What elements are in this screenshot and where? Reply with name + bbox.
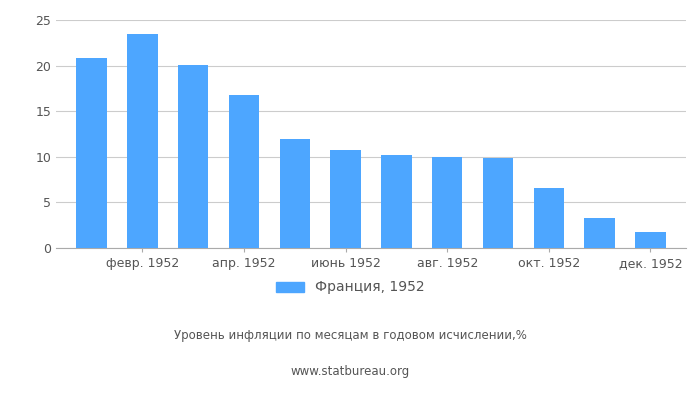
Bar bbox=[178, 65, 209, 248]
Legend: Франция, 1952: Франция, 1952 bbox=[270, 275, 430, 300]
Bar bbox=[635, 232, 666, 248]
Text: www.statbureau.org: www.statbureau.org bbox=[290, 366, 410, 378]
Bar bbox=[432, 157, 463, 248]
Bar bbox=[382, 155, 412, 248]
Bar bbox=[533, 188, 564, 248]
Bar bbox=[76, 58, 107, 248]
Text: Уровень инфляции по месяцам в годовом исчислении,%: Уровень инфляции по месяцам в годовом ис… bbox=[174, 330, 526, 342]
Bar bbox=[330, 150, 360, 248]
Bar bbox=[229, 95, 259, 248]
Bar bbox=[127, 34, 158, 248]
Bar bbox=[279, 140, 310, 248]
Bar bbox=[584, 218, 615, 248]
Bar bbox=[483, 158, 513, 248]
